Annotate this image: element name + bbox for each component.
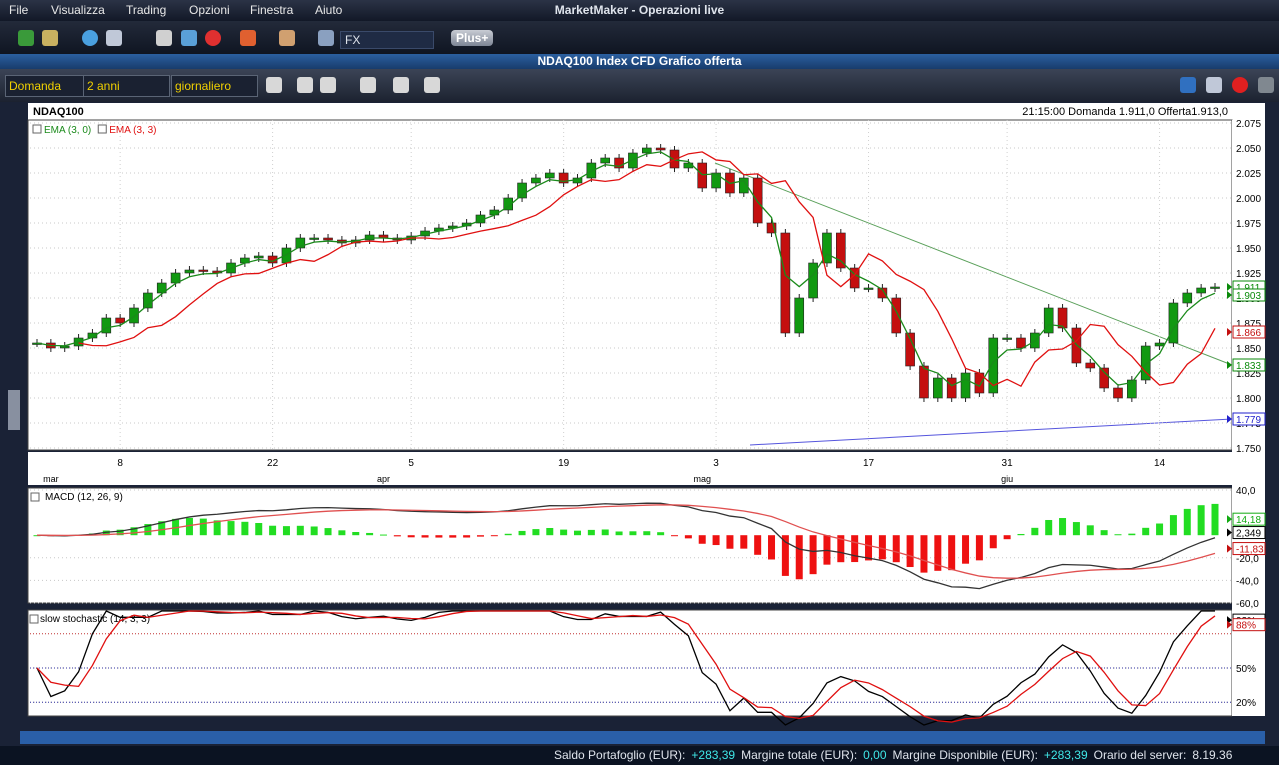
menu-item[interactable]: Finestra: [250, 3, 294, 17]
tool-icon[interactable]: [181, 30, 197, 46]
tool-icon[interactable]: [318, 30, 334, 46]
menu-item[interactable]: File: [9, 3, 29, 17]
tool-icon[interactable]: [320, 77, 336, 93]
tool-icon[interactable]: [18, 30, 34, 46]
status-value: +283,39: [691, 748, 736, 762]
status-value: 8.19.36: [1192, 748, 1233, 762]
tool-icon[interactable]: [1206, 77, 1222, 93]
symbol-select[interactable]: FX: [340, 31, 434, 49]
status-label: Orario del server:: [1093, 748, 1187, 762]
tool-icon[interactable]: [1258, 77, 1274, 93]
status-value: +283,39: [1043, 748, 1088, 762]
menu-item[interactable]: Trading: [126, 3, 167, 17]
app-title: MarketMaker - Operazioni live: [554, 3, 725, 17]
tool-icon[interactable]: [1232, 77, 1248, 93]
tool-icon[interactable]: [424, 77, 440, 93]
tool-icon[interactable]: [1180, 77, 1196, 93]
tool-icon[interactable]: [393, 77, 409, 93]
tool-icon[interactable]: [106, 30, 122, 46]
tool-icon[interactable]: [279, 30, 295, 46]
status-bar: Saldo Portafoglio (EUR): +283,39 Margine t…: [0, 746, 1279, 765]
plus-button[interactable]: Plus+: [451, 30, 494, 46]
tool-icon[interactable]: [205, 30, 221, 46]
status-label: Saldo Portafoglio (EUR):: [554, 748, 686, 762]
menu-bar: File Visualizza Trading Opzioni Finestra…: [0, 0, 1279, 21]
menu-item[interactable]: Opzioni: [189, 3, 230, 17]
menu-item[interactable]: Aiuto: [315, 3, 343, 17]
window-title: NDAQ100 Index CFD Grafico offerta: [0, 54, 1279, 69]
toolbar: [0, 21, 1279, 54]
status-value: 0,00: [863, 748, 887, 762]
status-label: Margine totale (EUR):: [741, 748, 858, 762]
menu-item[interactable]: Visualizza: [51, 3, 105, 17]
tool-icon[interactable]: [360, 77, 376, 93]
tool-icon[interactable]: [156, 30, 172, 46]
dropdown[interactable]: giornaliero: [171, 75, 258, 97]
tool-icon[interactable]: [297, 77, 313, 93]
tool-icon[interactable]: [82, 30, 98, 46]
tool-icon[interactable]: [240, 30, 256, 46]
tool-icon[interactable]: [266, 77, 282, 93]
chart-frame: [0, 102, 1279, 746]
status-label: Margine Disponibile (EUR):: [892, 748, 1038, 762]
dropdown[interactable]: 2 anni: [83, 75, 170, 97]
dropdown[interactable]: Domanda: [5, 75, 84, 97]
tool-icon[interactable]: [42, 30, 58, 46]
